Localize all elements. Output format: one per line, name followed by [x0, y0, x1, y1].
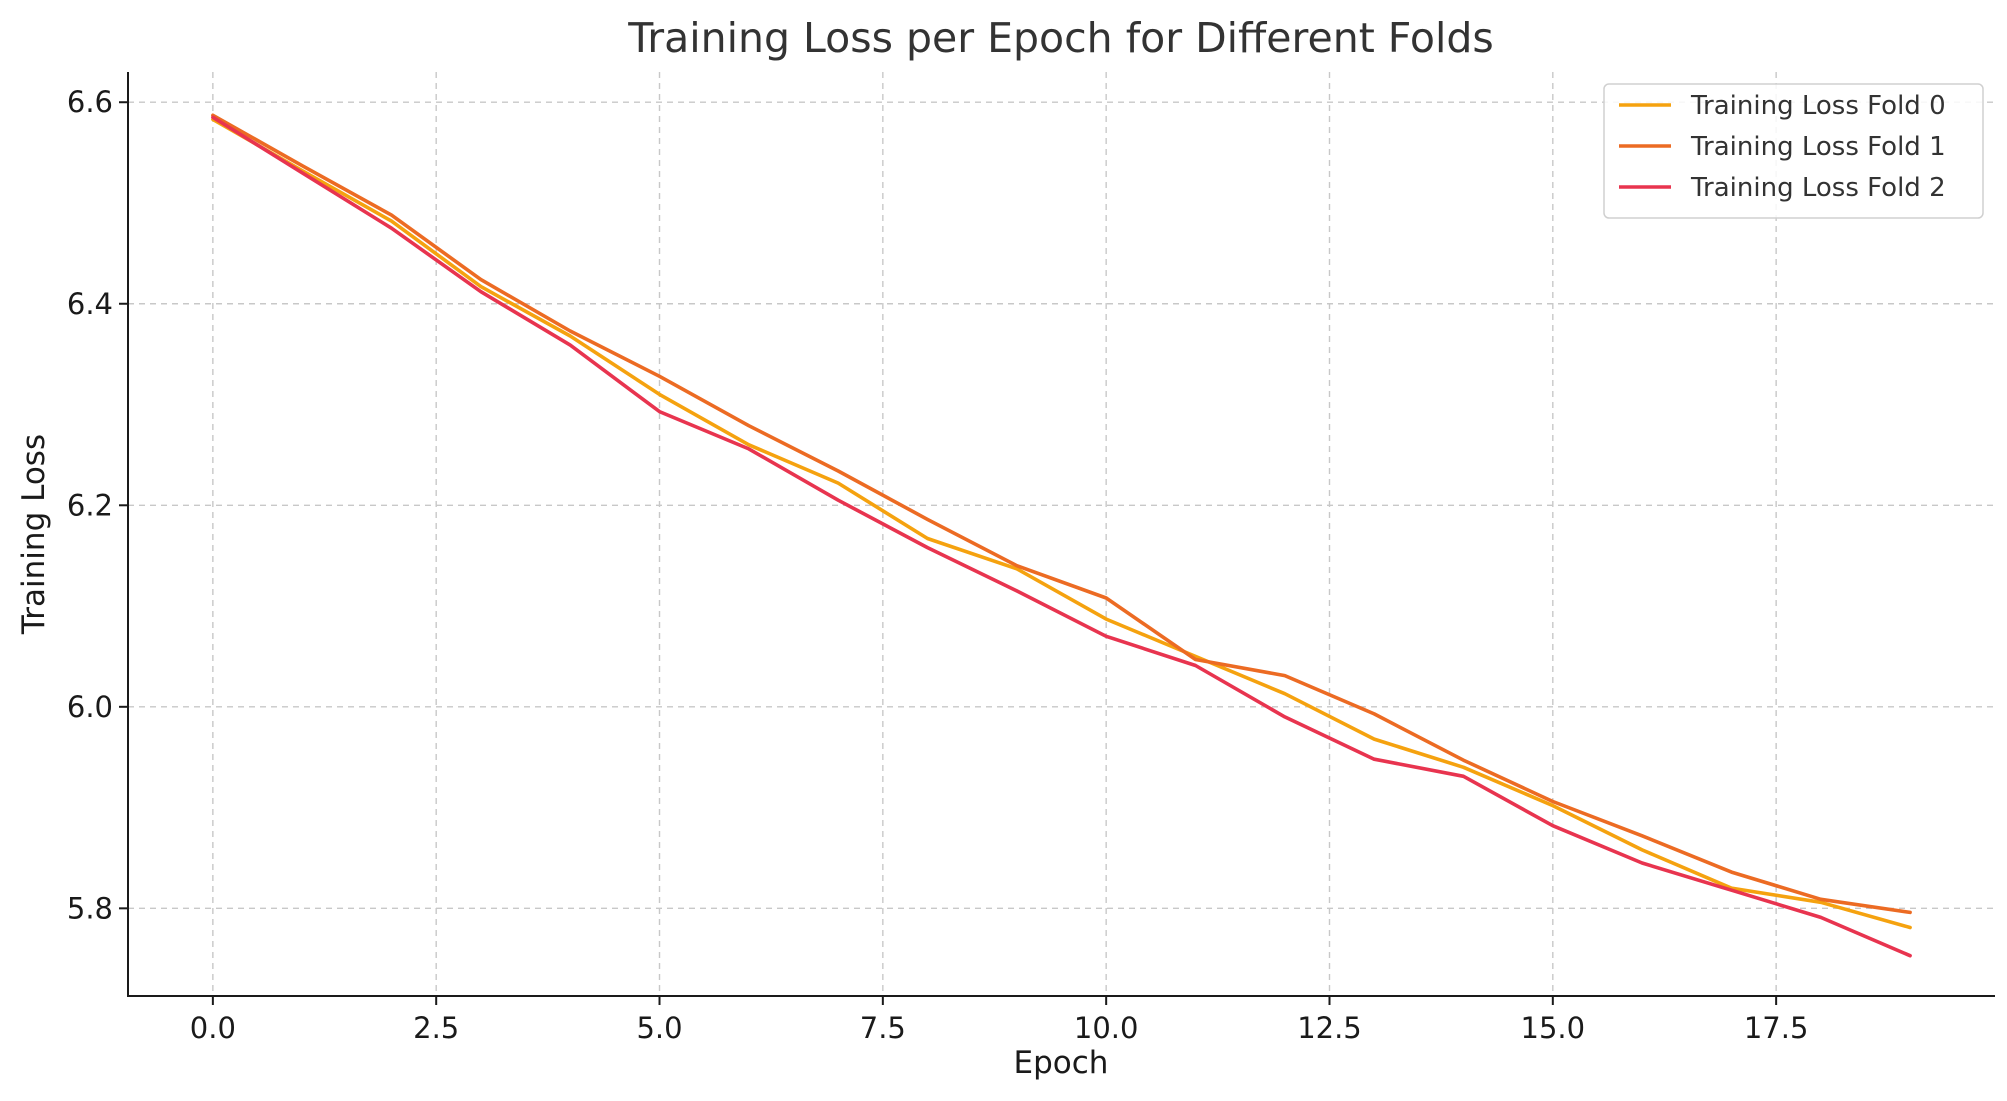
series-line-fold-0 [211, 117, 1912, 930]
x-tick-label: 0.0 [190, 1011, 236, 1045]
x-tick-label: 2.5 [413, 1011, 459, 1045]
y-tick-label: 6.6 [67, 85, 113, 119]
x-ticks: 0.0 2.5 5.0 7.5 10.0 12.5 15.0 17.5 [190, 996, 1809, 1045]
legend-label-fold-2: Training Loss Fold 2 [1690, 173, 1946, 203]
x-tick-label: 17.5 [1744, 1011, 1809, 1045]
series-lines [211, 113, 1912, 958]
legend-label-fold-1: Training Loss Fold 1 [1690, 132, 1946, 162]
legend-entries: Training Loss Fold 0 Training Loss Fold 1… [1619, 91, 1946, 203]
legend: Training Loss Fold 0 Training Loss Fold 1… [1603, 83, 1984, 219]
x-tick-label: 5.0 [636, 1011, 682, 1045]
x-tick-label: 15.0 [1521, 1011, 1586, 1045]
x-tick-label: 12.5 [1297, 1011, 1362, 1045]
y-tick-label: 6.4 [67, 287, 113, 321]
x-tick-label: 10.0 [1074, 1011, 1139, 1045]
legend-box [1603, 83, 1984, 219]
x-axis-label: Epoch [1014, 1045, 1109, 1081]
series-line-fold-1 [211, 113, 1912, 915]
axes [127, 72, 1995, 997]
legend-label-fold-0: Training Loss Fold 0 [1690, 91, 1946, 121]
y-ticks: 5.8 6.0 6.2 6.4 6.6 [67, 85, 128, 925]
chart-title: Training Loss per Epoch for Different Fo… [627, 14, 1494, 62]
y-tick-label: 6.2 [67, 488, 113, 522]
series-line-fold-2 [211, 115, 1912, 958]
x-tick-label: 7.5 [860, 1011, 906, 1045]
y-tick-label: 6.0 [67, 690, 113, 724]
y-tick-label: 5.8 [67, 891, 113, 925]
y-axis-label: Training Loss [16, 434, 52, 635]
